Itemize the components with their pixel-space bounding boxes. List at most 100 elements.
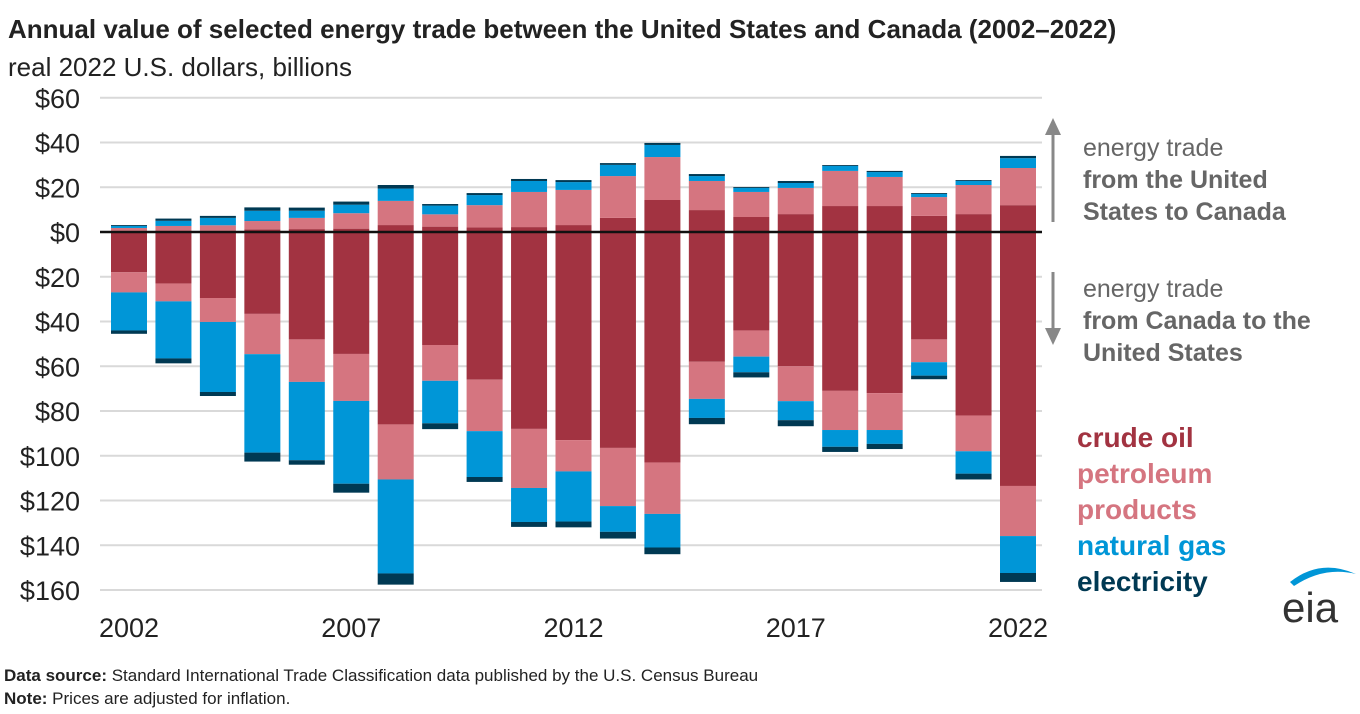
bar-petroleum-products-export-2022 <box>1000 168 1036 206</box>
bar-electricity-import-2016 <box>733 372 770 378</box>
bar-crude-oil-import-2004 <box>199 232 236 299</box>
bar-petroleum-products-export-2020 <box>911 197 948 216</box>
y-tick-label: $140 <box>20 531 80 561</box>
bar-natural-gas-import-2022 <box>1000 536 1036 573</box>
bar-petroleum-products-export-2013 <box>599 176 636 218</box>
legend-natural-gas: natural gas <box>1077 530 1227 561</box>
y-tick-label: $100 <box>20 442 80 472</box>
bar-petroleum-products-import-2019 <box>866 393 903 431</box>
legend-petroleum-products-1: petroleum <box>1077 458 1213 489</box>
bar-electricity-export-2022 <box>1000 155 1036 159</box>
bar-crude-oil-export-2017 <box>777 214 814 232</box>
bar-natural-gas-export-2013 <box>599 164 636 177</box>
bar-petroleum-products-export-2017 <box>777 187 814 215</box>
exports-annotation-line3: States to Canada <box>1083 198 1286 226</box>
bar-crude-oil-import-2008 <box>377 232 414 425</box>
bar-crude-oil-import-2010 <box>466 232 503 380</box>
bar-crude-oil-export-2011 <box>511 227 548 232</box>
up-arrow-icon <box>1045 118 1061 135</box>
bar-natural-gas-export-2014 <box>644 144 681 158</box>
bar-petroleum-products-export-2015 <box>688 180 725 211</box>
bar-natural-gas-import-2017 <box>777 401 814 421</box>
bar-petroleum-products-import-2021 <box>955 415 992 452</box>
bar-electricity-import-2013 <box>599 531 636 539</box>
note-label: Note: <box>4 689 48 708</box>
bar-natural-gas-import-2016 <box>733 356 770 373</box>
bar-electricity-export-2006 <box>288 207 325 211</box>
bar-electricity-import-2009 <box>422 423 459 430</box>
y-tick-label: $0 <box>50 218 80 248</box>
imports-annotation-line3: United States <box>1083 339 1243 367</box>
bar-crude-oil-import-2018 <box>822 232 859 391</box>
bar-crude-oil-import-2005 <box>244 232 281 314</box>
bar-electricity-import-2005 <box>244 452 281 462</box>
exports-annotation: energy trade from the United States to C… <box>1083 132 1286 228</box>
bar-natural-gas-import-2021 <box>955 451 992 474</box>
bar-electricity-export-2018 <box>822 165 859 166</box>
y-tick-label: $120 <box>20 487 80 517</box>
bar-electricity-import-2012 <box>555 521 592 528</box>
bar-crude-oil-export-2010 <box>466 227 503 232</box>
chart-subtitle: real 2022 U.S. dollars, billions <box>8 52 352 82</box>
exports-annotation-line2: from the United <box>1083 166 1268 194</box>
bar-crude-oil-export-2012 <box>555 225 592 232</box>
bar-natural-gas-export-2009 <box>422 205 459 215</box>
bar-petroleum-products-export-2012 <box>555 189 592 226</box>
bar-electricity-import-2019 <box>866 443 903 450</box>
bar-crude-oil-export-2021 <box>955 214 992 232</box>
bar-electricity-import-2002 <box>111 330 147 334</box>
bar-electricity-import-2015 <box>688 417 725 425</box>
bar-electricity-export-2021 <box>955 180 992 181</box>
bar-crude-oil-import-2011 <box>511 232 548 429</box>
bar-natural-gas-import-2010 <box>466 431 503 478</box>
bar-natural-gas-import-2018 <box>822 430 859 447</box>
bar-natural-gas-export-2017 <box>777 182 814 188</box>
bar-electricity-export-2004 <box>199 215 236 218</box>
y-tick-label: $60 <box>35 352 80 382</box>
bar-crude-oil-import-2003 <box>155 232 192 284</box>
bar-petroleum-products-import-2022 <box>1000 485 1036 537</box>
bar-petroleum-products-export-2011 <box>511 191 548 228</box>
bar-crude-oil-import-2022 <box>1000 232 1036 486</box>
note: Note: Prices are adjusted for inflation. <box>4 689 290 709</box>
bar-electricity-import-2004 <box>199 391 236 397</box>
bar-crude-oil-import-2013 <box>599 232 636 448</box>
bar-crude-oil-export-2013 <box>599 217 636 232</box>
bar-petroleum-products-export-2018 <box>822 170 859 207</box>
bar-electricity-import-2020 <box>911 375 948 380</box>
bar-natural-gas-export-2020 <box>911 193 948 198</box>
bar-electricity-export-2011 <box>511 178 548 181</box>
bar-natural-gas-import-2009 <box>422 380 459 424</box>
bar-electricity-import-2003 <box>155 358 192 364</box>
bar-electricity-export-2015 <box>688 174 725 177</box>
bar-crude-oil-import-2002 <box>111 232 147 273</box>
bar-natural-gas-export-2003 <box>155 220 192 226</box>
bar-petroleum-products-import-2013 <box>599 447 636 507</box>
legend-electricity: electricity <box>1077 566 1208 597</box>
bar-petroleum-products-import-2009 <box>422 344 459 381</box>
x-tick-label: 2007 <box>321 613 381 643</box>
bar-crude-oil-export-2014 <box>644 200 681 232</box>
bar-petroleum-products-import-2018 <box>822 390 859 431</box>
bar-natural-gas-export-2016 <box>733 187 770 192</box>
eia-logo: eia <box>1280 560 1360 635</box>
legend: crude oil petroleum products natural gas… <box>1077 420 1226 600</box>
bar-petroleum-products-import-2002 <box>111 272 147 293</box>
bar-natural-gas-import-2015 <box>688 398 725 418</box>
bar-petroleum-products-import-2003 <box>155 283 192 302</box>
bar-electricity-export-2008 <box>377 185 414 189</box>
bar-natural-gas-import-2014 <box>644 513 681 548</box>
bar-crude-oil-export-2020 <box>911 215 948 232</box>
bar-natural-gas-import-2002 <box>111 292 147 331</box>
y-tick-label: $40 <box>35 129 80 159</box>
bar-electricity-import-2022 <box>1000 572 1036 582</box>
note-text: Prices are adjusted for inflation. <box>47 689 291 708</box>
imports-annotation-line2: from Canada to the <box>1083 307 1311 335</box>
bar-petroleum-products-import-2015 <box>688 361 725 399</box>
bar-crude-oil-export-2016 <box>733 217 770 232</box>
bar-petroleum-products-export-2003 <box>155 225 192 232</box>
imports-annotation-line1: energy trade <box>1083 275 1224 303</box>
bar-petroleum-products-import-2006 <box>288 339 325 382</box>
x-tick-label: 2017 <box>766 613 826 643</box>
bar-petroleum-products-import-2014 <box>644 462 681 514</box>
